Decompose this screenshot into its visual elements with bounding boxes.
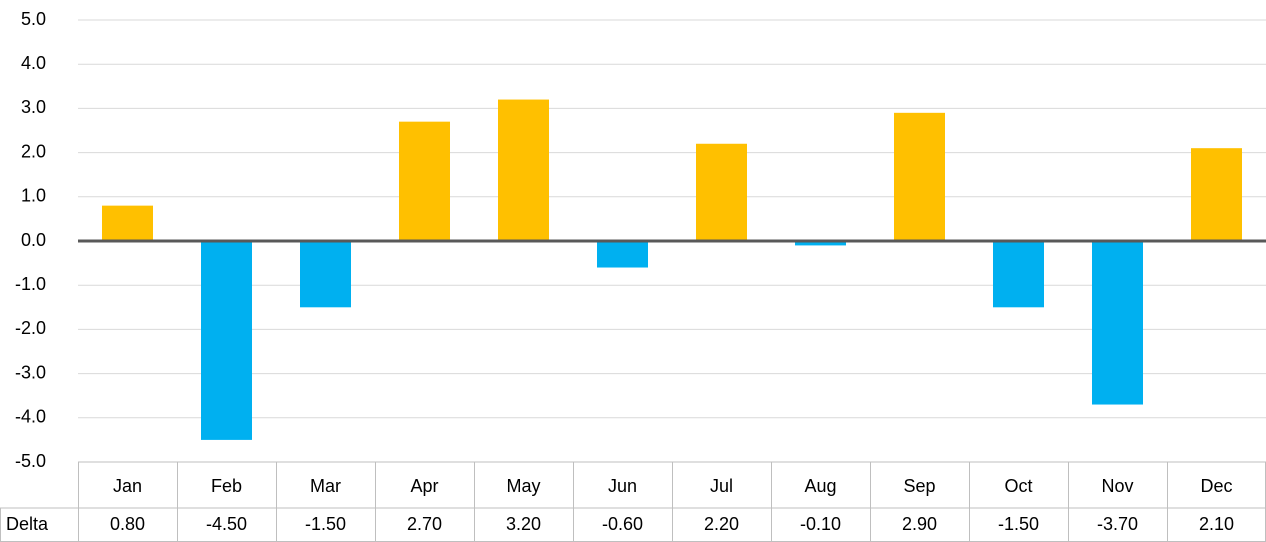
x-tick-label: Feb [211, 476, 242, 496]
legend-label: Delta [6, 514, 49, 534]
y-tick-label: -3.0 [15, 362, 46, 382]
x-tick-label: Dec [1200, 476, 1232, 496]
y-tick-label: 5.0 [21, 9, 46, 29]
bar [597, 241, 648, 268]
x-tick-label: Oct [1004, 476, 1032, 496]
y-tick-label: -2.0 [15, 318, 46, 338]
table-value: 2.70 [407, 514, 442, 534]
table-value: -3.70 [1097, 514, 1138, 534]
x-tick-label: Jun [608, 476, 637, 496]
table-value: -0.60 [602, 514, 643, 534]
bar [300, 241, 351, 308]
bar [993, 241, 1044, 308]
table-value: -1.50 [305, 514, 346, 534]
x-tick-label: May [506, 476, 540, 496]
y-tick-label: 1.0 [21, 186, 46, 206]
bar [1191, 148, 1242, 241]
table-value: 2.90 [902, 514, 937, 534]
x-tick-label: Apr [410, 476, 438, 496]
x-tick-label: Jan [113, 476, 142, 496]
x-tick-label: Nov [1101, 476, 1133, 496]
table-value: 3.20 [506, 514, 541, 534]
bar [399, 121, 450, 241]
y-tick-label: 0.0 [21, 230, 46, 250]
bar [795, 241, 846, 246]
bar [696, 143, 747, 241]
table-value: 0.80 [110, 514, 145, 534]
table-value: -0.10 [800, 514, 841, 534]
bar [498, 99, 549, 241]
y-tick-label: -1.0 [15, 274, 46, 294]
y-tick-label: 3.0 [21, 97, 46, 117]
table-value: -4.50 [206, 514, 247, 534]
bar [201, 241, 252, 440]
x-tick-label: Sep [903, 476, 935, 496]
x-tick-label: Jul [710, 476, 733, 496]
table-value: -1.50 [998, 514, 1039, 534]
x-tick-label: Aug [804, 476, 836, 496]
y-tick-label: -4.0 [15, 407, 46, 427]
x-tick-label: Mar [310, 476, 341, 496]
bar [102, 205, 153, 241]
y-tick-label: 4.0 [21, 53, 46, 73]
table-value: 2.10 [1199, 514, 1234, 534]
table-value: 2.20 [704, 514, 739, 534]
bar [894, 112, 945, 241]
bar [1092, 241, 1143, 405]
y-tick-label: -5.0 [15, 451, 46, 471]
y-tick-label: 2.0 [21, 141, 46, 161]
